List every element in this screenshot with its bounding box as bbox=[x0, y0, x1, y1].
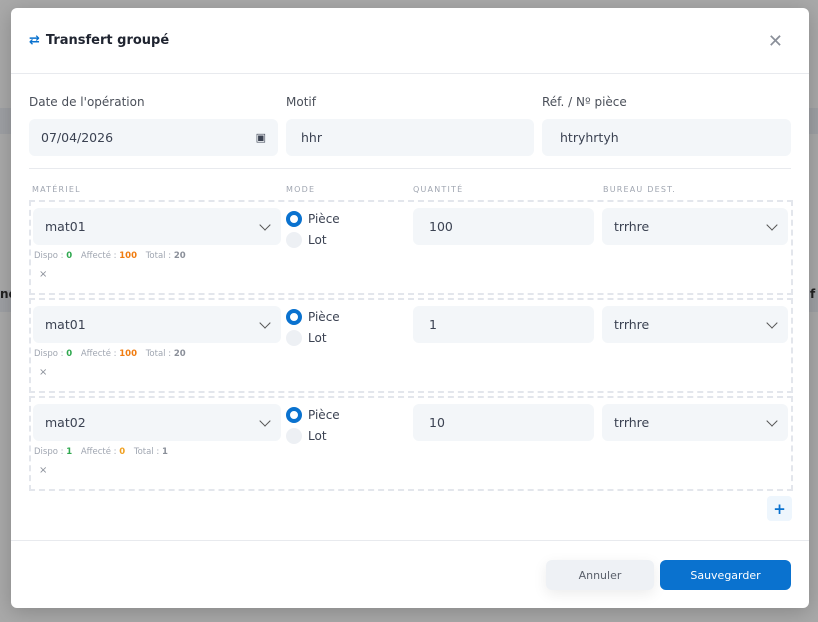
ref-label: Réf. / Nº pièce bbox=[542, 95, 627, 109]
quantite-input[interactable]: 10 bbox=[413, 404, 594, 441]
modal-header: ⇄ Transfert groupé bbox=[11, 8, 809, 74]
chevron-down-icon bbox=[766, 316, 778, 329]
materiel-select[interactable]: mat02 bbox=[33, 404, 281, 441]
mode-radio-piece[interactable]: Pièce bbox=[286, 211, 340, 227]
cancel-button[interactable]: Annuler bbox=[546, 560, 654, 590]
background-text: f bbox=[810, 287, 816, 301]
mode-label: Pièce bbox=[308, 310, 340, 324]
date-value: 07/04/2026 bbox=[41, 130, 114, 145]
add-row-button[interactable]: + bbox=[767, 496, 792, 521]
motif-input[interactable]: hhr bbox=[286, 119, 534, 156]
bureau-select[interactable]: trrhre bbox=[602, 208, 788, 245]
transfer-modal: ⇄ Transfert groupé ✕ Date de l'opération… bbox=[11, 8, 809, 608]
affecte-value: 0 bbox=[119, 447, 126, 457]
total-label: Total : bbox=[145, 251, 172, 261]
total-label: Total : bbox=[145, 349, 172, 359]
stock-stats: Dispo : 1 Affecté : 0 Total : 1 bbox=[34, 447, 174, 457]
remove-row-button[interactable]: × bbox=[39, 269, 48, 280]
mode-label: Lot bbox=[308, 331, 327, 345]
material-row: mat01 Dispo : 0 Affecté : 100 Total : 20… bbox=[29, 200, 793, 295]
date-label: Date de l'opération bbox=[29, 95, 145, 109]
footer-divider bbox=[11, 540, 809, 541]
total-label: Total : bbox=[133, 447, 160, 457]
save-button[interactable]: Sauvegarder bbox=[660, 560, 791, 590]
affecte-value: 100 bbox=[119, 349, 137, 359]
modal-title: ⇄ Transfert groupé bbox=[29, 33, 169, 48]
bureau-value: trrhre bbox=[614, 219, 650, 234]
column-header-materiel: MATÉRIEL bbox=[32, 185, 81, 194]
remove-row-button[interactable]: × bbox=[39, 367, 48, 378]
materiel-select[interactable]: mat01 bbox=[33, 208, 281, 245]
mode-label: Pièce bbox=[308, 408, 340, 422]
chevron-down-icon bbox=[259, 218, 271, 231]
material-row: mat02 Dispo : 1 Affecté : 0 Total : 1 × … bbox=[29, 396, 793, 491]
bureau-select[interactable]: trrhre bbox=[602, 404, 788, 441]
dispo-label: Dispo : bbox=[34, 447, 64, 457]
dispo-label: Dispo : bbox=[34, 251, 64, 261]
radio-unselected-icon bbox=[286, 428, 302, 444]
bureau-select[interactable]: trrhre bbox=[602, 306, 788, 343]
radio-unselected-icon bbox=[286, 232, 302, 248]
mode-label: Lot bbox=[308, 233, 327, 247]
column-header-mode: MODE bbox=[286, 185, 316, 194]
radio-unselected-icon bbox=[286, 330, 302, 346]
chevron-down-icon bbox=[766, 414, 778, 427]
mode-radio-piece[interactable]: Pièce bbox=[286, 309, 340, 325]
stock-stats: Dispo : 0 Affecté : 100 Total : 20 bbox=[34, 349, 192, 359]
radio-selected-icon bbox=[286, 309, 302, 325]
affecte-label: Affecté : bbox=[80, 251, 117, 261]
radio-selected-icon bbox=[286, 407, 302, 423]
column-header-bureau: BUREAU DEST. bbox=[603, 185, 677, 194]
chevron-down-icon bbox=[766, 218, 778, 231]
mode-radio-lot[interactable]: Lot bbox=[286, 428, 327, 444]
affecte-label: Affecté : bbox=[80, 447, 117, 457]
calendar-icon[interactable]: ▣ bbox=[255, 131, 266, 144]
mode-label: Lot bbox=[308, 429, 327, 443]
divider bbox=[29, 168, 791, 169]
column-header-quantite: QUANTITÉ bbox=[413, 185, 464, 194]
mode-radio-piece[interactable]: Pièce bbox=[286, 407, 340, 423]
total-value: 1 bbox=[161, 447, 168, 457]
materiel-value: mat01 bbox=[45, 219, 86, 234]
radio-selected-icon bbox=[286, 211, 302, 227]
chevron-down-icon bbox=[259, 316, 271, 329]
dispo-value: 0 bbox=[66, 251, 73, 261]
total-value: 20 bbox=[173, 251, 186, 261]
date-input[interactable]: 07/04/2026 ▣ bbox=[29, 119, 278, 156]
close-icon[interactable]: ✕ bbox=[767, 31, 783, 52]
ref-input[interactable]: htryhrtyh bbox=[542, 119, 791, 156]
modal-title-text: Transfert groupé bbox=[45, 33, 170, 48]
quantite-input[interactable]: 100 bbox=[413, 208, 594, 245]
mode-label: Pièce bbox=[308, 212, 340, 226]
materiel-select[interactable]: mat01 bbox=[33, 306, 281, 343]
bureau-value: trrhre bbox=[614, 317, 650, 332]
arrows-exchange-icon: ⇄ bbox=[29, 33, 40, 48]
total-value: 20 bbox=[173, 349, 186, 359]
dispo-label: Dispo : bbox=[34, 349, 64, 359]
materiel-value: mat01 bbox=[45, 317, 86, 332]
stock-stats: Dispo : 0 Affecté : 100 Total : 20 bbox=[34, 251, 192, 261]
quantite-input[interactable]: 1 bbox=[413, 306, 594, 343]
chevron-down-icon bbox=[259, 414, 271, 427]
affecte-label: Affecté : bbox=[80, 349, 117, 359]
motif-label: Motif bbox=[286, 95, 316, 109]
bureau-value: trrhre bbox=[614, 415, 650, 430]
remove-row-button[interactable]: × bbox=[39, 465, 48, 476]
affecte-value: 100 bbox=[119, 251, 137, 261]
mode-radio-lot[interactable]: Lot bbox=[286, 330, 327, 346]
materiel-value: mat02 bbox=[45, 415, 86, 430]
dispo-value: 1 bbox=[66, 447, 73, 457]
mode-radio-lot[interactable]: Lot bbox=[286, 232, 327, 248]
dispo-value: 0 bbox=[66, 349, 73, 359]
material-row: mat01 Dispo : 0 Affecté : 100 Total : 20… bbox=[29, 298, 793, 393]
